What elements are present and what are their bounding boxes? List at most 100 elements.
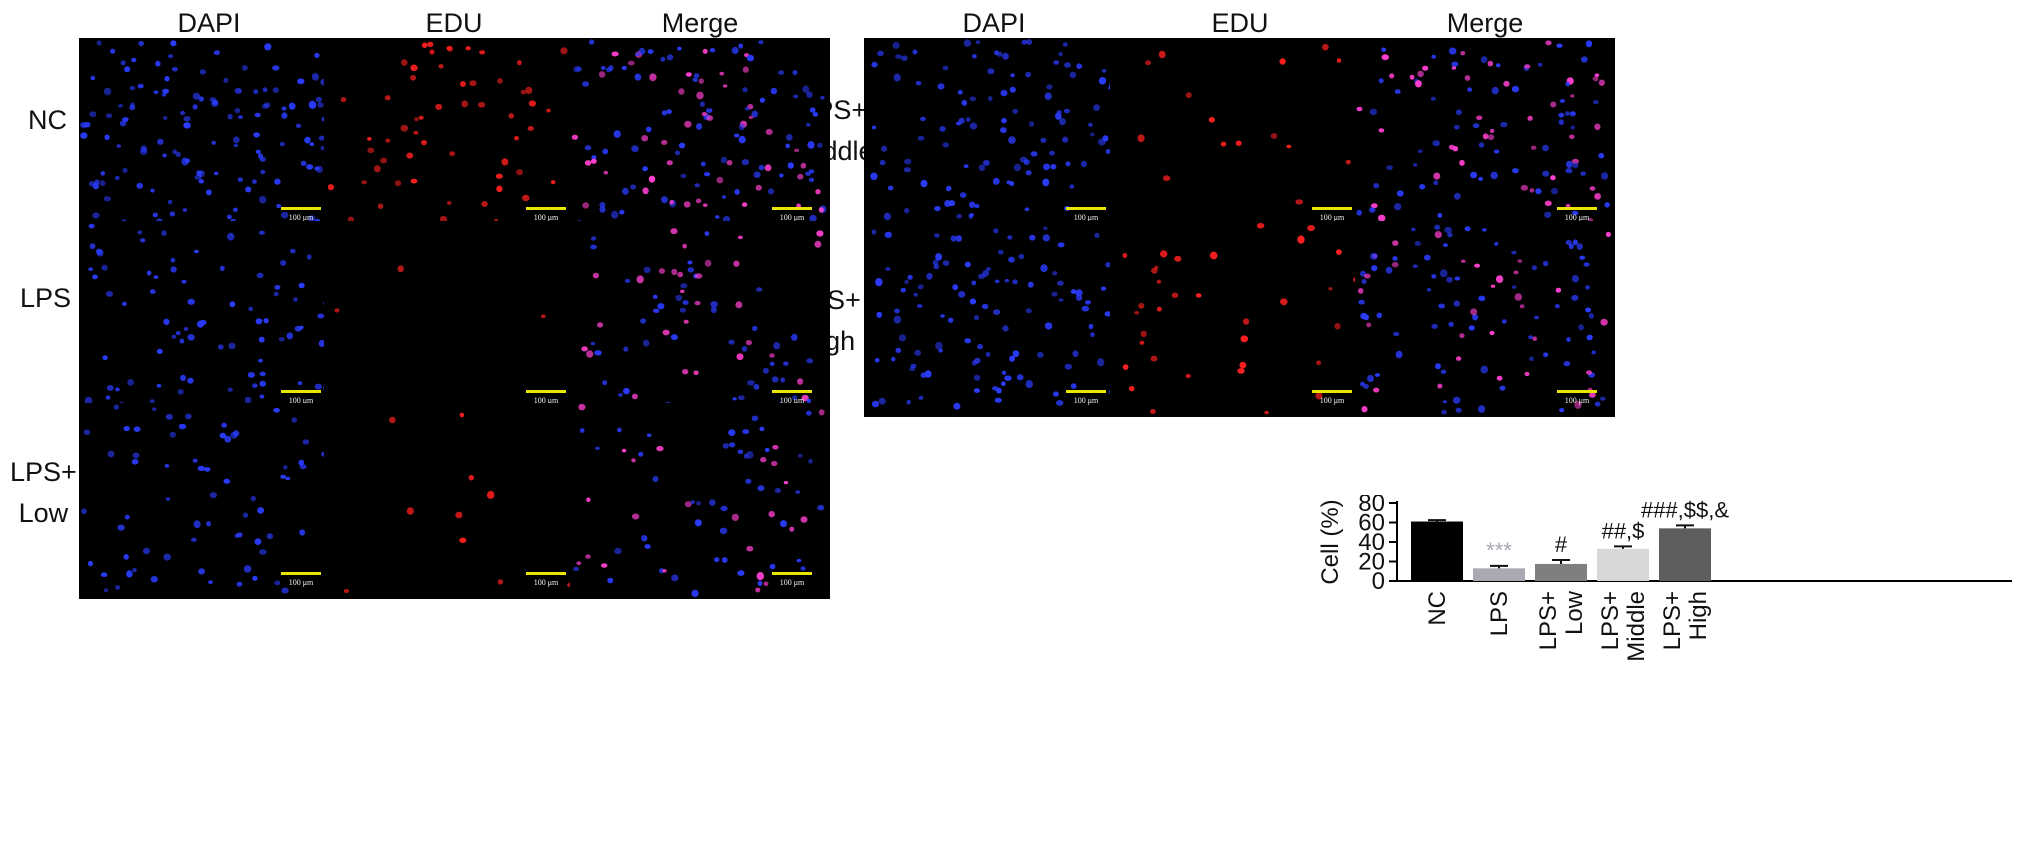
scale-bar-line <box>1557 390 1597 393</box>
cell-nuclei <box>1357 224 1611 415</box>
scale-bar-line <box>526 207 566 210</box>
micrograph-lps-high-dapi: 100 μm <box>864 221 1124 417</box>
cell-nuclei <box>871 226 1119 410</box>
x-tick-label-line: High <box>1685 591 1712 640</box>
scale-bar: 100 μm <box>281 207 321 222</box>
cell-nuclei <box>1356 40 1611 231</box>
micrograph-lps-low-edu: 100 μm <box>324 403 584 599</box>
scale-bar: 100 μm <box>526 572 566 587</box>
scale-bar-label: 100 μm <box>533 396 559 405</box>
x-tick-label-line: Middle <box>1623 591 1650 662</box>
scale-bar: 100 μm <box>772 390 812 405</box>
micrograph-lps-middle-merge: 100 μm <box>1355 38 1615 234</box>
scale-bar-label: 100 μm <box>1073 396 1099 405</box>
x-tick-label-line: NC <box>1424 591 1451 626</box>
col-header-merge-right: Merge <box>1446 8 1524 38</box>
bar-0 <box>1411 521 1463 581</box>
scale-bar-line <box>772 572 812 575</box>
micrograph-nc-edu: 100 μm <box>324 38 584 234</box>
scale-bar-label: 100 μm <box>533 213 559 222</box>
scale-bar: 100 μm <box>772 207 812 222</box>
bar-1 <box>1473 568 1525 581</box>
bar-3 <box>1597 548 1649 581</box>
scale-bar-line <box>1066 390 1106 393</box>
cell-nuclei <box>575 228 824 416</box>
scale-bar-label: 100 μm <box>288 578 314 587</box>
significance-label-3: ##,$ <box>1602 518 1645 543</box>
scale-bar-line <box>772 390 812 393</box>
micrograph-lps-middle-dapi: 100 μm <box>864 38 1124 234</box>
cell-nuclei <box>334 265 546 319</box>
chart-bars <box>1411 519 1711 581</box>
col-header-edu-right: EDU <box>1211 8 1269 38</box>
scale-bar-label: 100 μm <box>1319 396 1345 405</box>
x-tick-label-2: LPS+ Low <box>1535 590 1588 650</box>
scale-bar-label: 100 μm <box>533 578 559 587</box>
micrograph-lps-merge: 100 μm <box>570 221 830 417</box>
cell-nuclei <box>81 404 335 594</box>
x-tick-label-line: LPS+ <box>1535 591 1562 650</box>
cell-nuclei <box>343 412 574 593</box>
scale-bar-label: 100 μm <box>779 578 805 587</box>
scale-bar: 100 μm <box>526 390 566 405</box>
scale-bar: 100 μm <box>281 390 321 405</box>
scale-bar-line <box>526 390 566 393</box>
scale-bar-line <box>1066 207 1106 210</box>
col-header-dapi-right: DAPI <box>962 8 1026 38</box>
cell-nuclei <box>870 39 1117 232</box>
scale-bar-label: 100 μm <box>1564 396 1590 405</box>
row-label-lps-low: LPS+ Low <box>10 457 77 528</box>
y-axis-label: Cell (%) <box>1317 499 1344 584</box>
significance-label-2: # <box>1555 532 1568 557</box>
x-tick-label-line: Low <box>1561 590 1588 635</box>
chart-labels: Cell (%)NC***LPS#LPS+ Low##,$LPS+ Middle##… <box>1317 497 1729 661</box>
micrograph-lps-dapi: 100 μm <box>79 221 339 417</box>
cell-nuclei <box>80 40 334 232</box>
scale-bar-label: 100 μm <box>1073 213 1099 222</box>
scale-bar: 100 μm <box>772 572 812 587</box>
scale-bar-line <box>1557 207 1597 210</box>
micrograph-lps-low-merge: 100 μm <box>570 403 830 599</box>
micrograph-nc-dapi: 100 μm <box>79 38 339 234</box>
cell-nuclei <box>1137 43 1351 205</box>
significance-label-4: ###,$$,& <box>1641 497 1729 522</box>
scale-bar-line <box>1312 390 1352 393</box>
scale-bar-line <box>526 572 566 575</box>
y-tick-label: 60 <box>1358 510 1385 537</box>
scale-bar-label: 100 μm <box>779 213 805 222</box>
scale-bar-label: 100 μm <box>288 396 314 405</box>
cell-nuclei <box>1122 222 1366 415</box>
cell-nuclei <box>84 223 333 415</box>
scale-bar-line <box>1312 207 1352 210</box>
y-tick-label: 20 <box>1358 549 1385 576</box>
micrograph-lps-high-merge: 100 μm <box>1355 221 1615 417</box>
scale-bar-label: 100 μm <box>288 213 314 222</box>
scale-bar-label: 100 μm <box>1564 213 1590 222</box>
scale-bar: 100 μm <box>1557 390 1597 405</box>
col-header-merge-left: Merge <box>661 8 739 38</box>
scale-bar: 100 μm <box>1557 207 1597 222</box>
micrograph-lps-low-dapi: 100 μm <box>79 403 339 599</box>
y-tick-label: 80 <box>1358 495 1385 517</box>
scale-bar: 100 μm <box>1312 390 1352 405</box>
x-tick-label-line: LPS <box>1486 591 1513 636</box>
cell-nuclei <box>327 41 580 232</box>
scale-bar: 100 μm <box>1312 207 1352 222</box>
micrograph-lps-middle-edu: 100 μm <box>1110 38 1370 234</box>
x-tick-label-line: LPS+ <box>1597 591 1624 650</box>
row-label-nc: NC <box>28 105 67 135</box>
cell-nuclei <box>573 403 825 598</box>
scale-bar-label: 100 μm <box>779 396 805 405</box>
y-tick-label: 0 <box>1372 568 1385 595</box>
x-tick-label-0: NC <box>1424 591 1451 626</box>
scale-bar-line <box>281 207 321 210</box>
scale-bar-line <box>281 572 321 575</box>
x-tick-label-4: LPS+ High <box>1659 591 1712 650</box>
bar-4 <box>1659 528 1711 581</box>
micrograph-nc-merge: 100 μm <box>570 38 830 234</box>
col-header-edu-left: EDU <box>425 8 483 38</box>
significance-label-1: *** <box>1486 538 1512 563</box>
scale-bar: 100 μm <box>526 207 566 222</box>
